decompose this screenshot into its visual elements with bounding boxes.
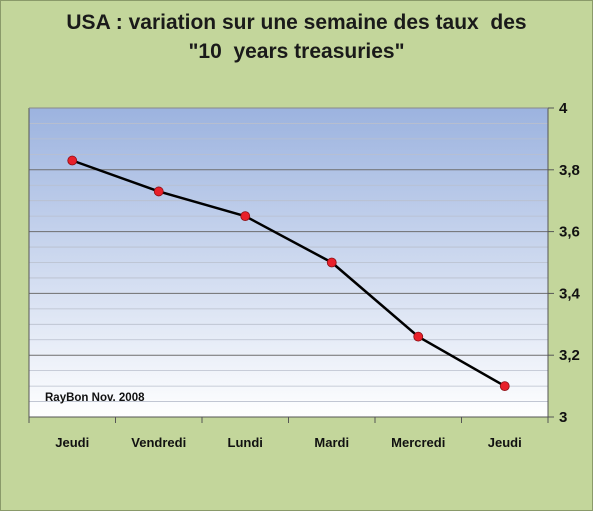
y-tick-label: 4 — [559, 100, 568, 117]
x-category-label: Lundi — [228, 435, 263, 450]
y-tick-label: 3,4 — [559, 285, 581, 302]
x-axis-category-labels: Jeudi Vendredi Lundi Mardi Mercredi Jeudi — [55, 435, 521, 450]
x-category-label: Mercredi — [391, 435, 445, 450]
y-tick-label: 3,2 — [559, 347, 580, 364]
x-category-label: Jeudi — [55, 435, 89, 450]
data-point — [499, 381, 510, 392]
chart-title-line-1: USA : variation sur une semaine des taux… — [66, 11, 527, 34]
data-point — [240, 211, 251, 222]
chart-annotation: RayBon Nov. 2008 — [45, 392, 145, 404]
data-point — [326, 257, 337, 268]
data-point — [153, 186, 164, 197]
axes — [28, 107, 554, 423]
series-line — [71, 159, 506, 388]
y-axis-tick-labels: 3 3,2 3,4 3,6 3,8 4 — [559, 100, 581, 426]
chart-title: USA : variation sur une semaine des taux… — [0, 8, 593, 66]
x-category-label: Mardi — [314, 435, 349, 450]
y-tick-label: 3 — [559, 409, 567, 426]
chart-title-line-2: "10 years treasuries" — [188, 40, 405, 63]
data-markers — [67, 155, 510, 392]
gridlines — [29, 123, 548, 402]
y-tick-label: 3,6 — [559, 224, 580, 241]
y-tick-label: 3,8 — [559, 162, 580, 179]
data-point — [413, 331, 424, 342]
x-category-label: Jeudi — [488, 435, 522, 450]
x-category-label: Vendredi — [131, 435, 186, 450]
data-point — [67, 155, 78, 166]
